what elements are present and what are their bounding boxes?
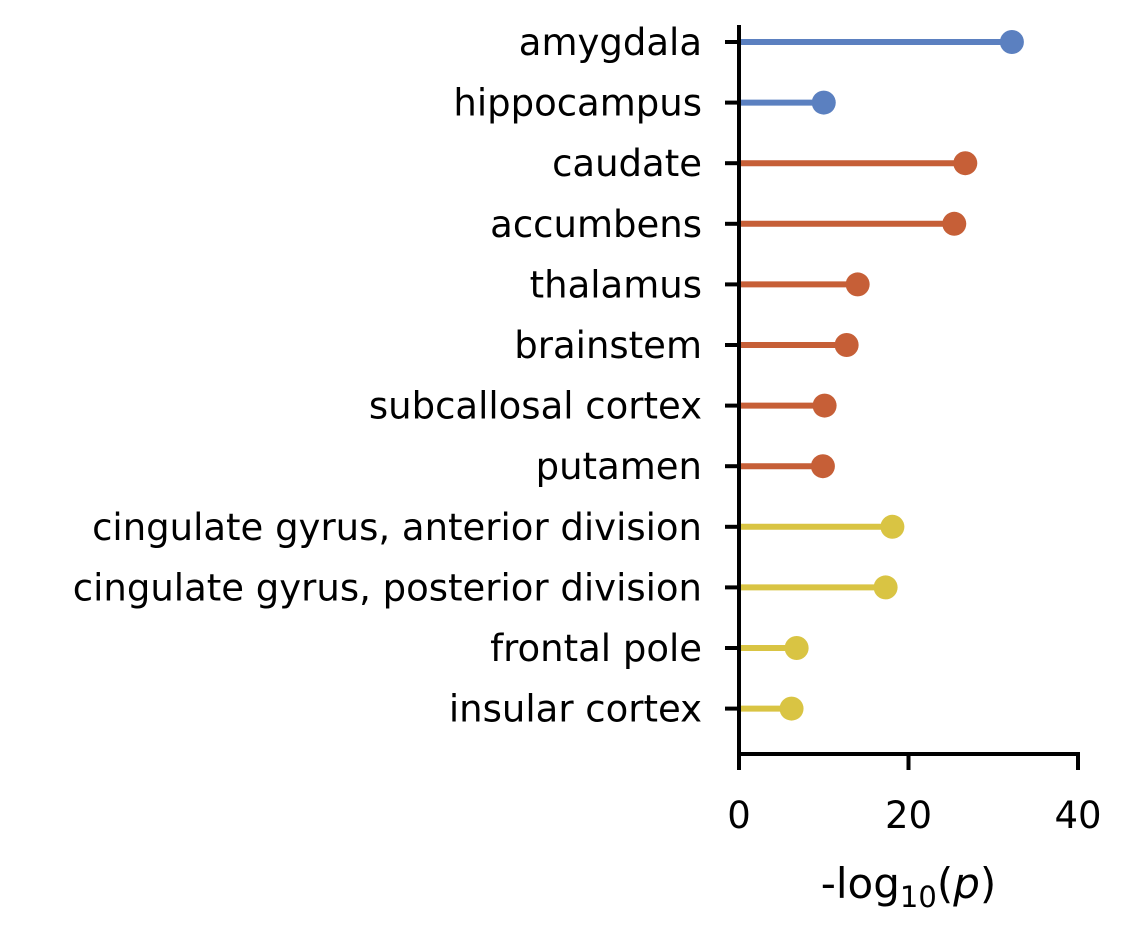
category-label: putamen xyxy=(536,445,702,488)
lollipop-point xyxy=(880,514,905,539)
x-tick-label: 40 xyxy=(1054,794,1101,837)
chart-marks xyxy=(725,30,1024,721)
category-label: amygdala xyxy=(519,21,702,64)
category-label: hippocampus xyxy=(453,82,702,125)
lollipop-point xyxy=(812,393,837,418)
category-label: brainstem xyxy=(514,324,702,367)
lollipop-point xyxy=(942,211,967,236)
category-label: caudate xyxy=(552,142,702,185)
x-tick-label: 20 xyxy=(885,794,932,837)
category-label: cingulate gyrus, posterior division xyxy=(73,566,702,609)
lollipop-point xyxy=(779,696,804,721)
lollipop-point xyxy=(810,454,835,479)
category-label: cingulate gyrus, anterior division xyxy=(92,506,702,549)
category-label: frontal pole xyxy=(490,627,702,670)
lollipop-point xyxy=(845,272,870,297)
category-label: thalamus xyxy=(530,263,702,306)
category-labels: amygdala hippocampus caudate accumbens thala… xyxy=(73,21,702,731)
lollipop-point xyxy=(811,90,836,115)
x-tick-label: 0 xyxy=(727,794,751,837)
x-axis-title-variable: p xyxy=(952,859,980,908)
lollipop-point xyxy=(834,333,859,357)
category-label: insular cortex xyxy=(449,688,702,731)
lollipop-point xyxy=(873,575,898,600)
x-axis-title-open: ( xyxy=(937,859,953,908)
x-axis-title-close: ) xyxy=(980,859,996,908)
category-label: subcallosal cortex xyxy=(369,385,702,428)
x-axis-title-prefix: -log xyxy=(821,859,900,908)
x-ticks: 0 20 40 xyxy=(727,754,1102,837)
category-label: accumbens xyxy=(490,203,702,246)
lollipop-point xyxy=(999,30,1024,54)
lollipop-point xyxy=(784,636,809,660)
x-axis-title: -log10(p) xyxy=(821,859,997,914)
x-axis-title-subscript: 10 xyxy=(900,880,937,914)
lollipop-point xyxy=(953,151,978,176)
